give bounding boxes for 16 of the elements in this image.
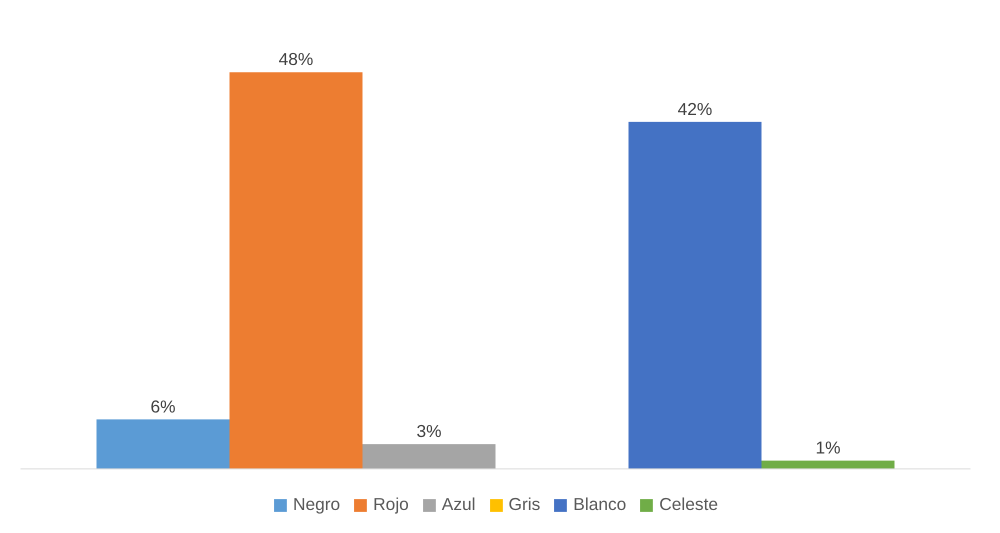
bar: [628, 122, 762, 469]
data-label: 48%: [278, 49, 314, 70]
data-label: 6%: [150, 396, 176, 416]
data-label: 1%: [815, 438, 841, 458]
bar: [96, 419, 230, 469]
bar: [762, 460, 894, 469]
legend-label: Blanco: [573, 494, 626, 515]
legend-label: Azul: [442, 494, 476, 515]
legend-label: Negro: [292, 494, 340, 515]
bar: [362, 444, 496, 469]
data-label: 42%: [678, 98, 712, 119]
data-label: 3%: [416, 421, 442, 442]
legend-label: Rojo: [373, 494, 409, 515]
bar: [230, 72, 362, 469]
legend-label: Celeste: [659, 494, 718, 515]
legend-label: Gris: [508, 494, 540, 515]
